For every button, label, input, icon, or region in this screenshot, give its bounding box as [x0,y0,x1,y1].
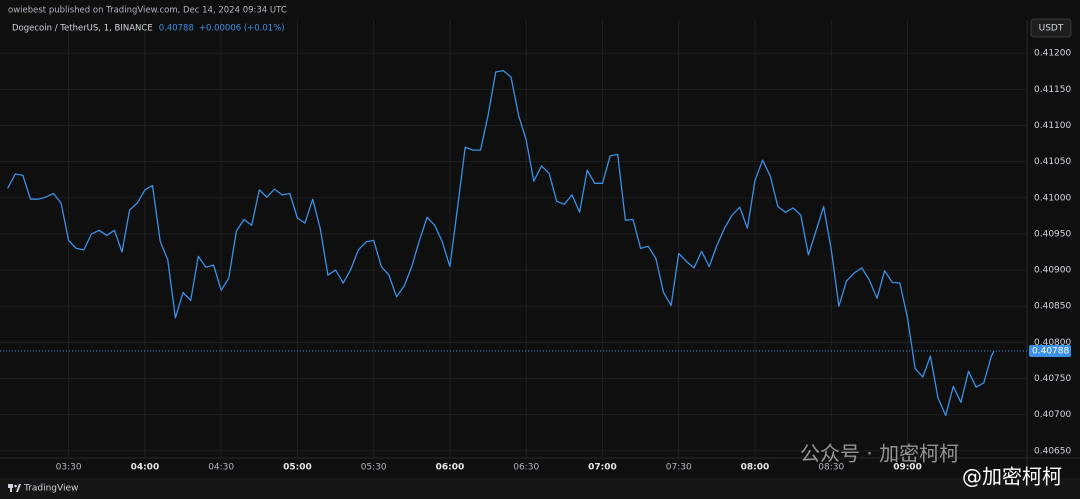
marks [0,69,1027,417]
currency-box[interactable] [1030,18,1072,38]
y-tick-label: 0.40800 [1034,338,1071,348]
x-tick-label: 08:30 [818,463,844,473]
y-tick-label: 0.40900 [1034,266,1071,276]
last-price: 0.40788 [159,24,194,34]
chart-title: Dogecoin / TetherUS, 1, BINANCE [12,24,153,34]
y-tick-label: 0.41050 [1034,157,1071,167]
price-line [7,69,995,417]
last-price-box [1029,345,1071,358]
price-change: +0.00006 (+0.01%) [199,24,285,34]
y-tick-label: 0.41100 [1034,121,1071,131]
x-tick-label: 06:00 [436,463,465,473]
watermark-handle: @加密柯柯 [962,465,1062,489]
last-price-label: 0.40788 [1032,347,1069,357]
y-tick-label: 0.41150 [1034,85,1071,95]
published-note: owiebest published on TradingView.com, D… [8,6,287,16]
x-tick-label: 05:30 [361,463,387,473]
x-tick-label: 05:00 [283,463,312,473]
currency[interactable]: USDT [1039,24,1064,34]
y-tick-label: 0.40850 [1034,302,1071,312]
y-tick-label: 0.41000 [1034,193,1071,203]
x-tick-label: 06:30 [513,463,539,473]
x-tick-label: 07:30 [666,463,692,473]
tv-logo [8,484,21,492]
x-tick-label: 08:00 [741,463,770,473]
y-tick-label: 0.40700 [1034,410,1071,420]
x-tick-label: 04:30 [208,463,234,473]
y-tick-label: 0.40650 [1034,446,1071,456]
y-tick-label: 0.40950 [1034,229,1071,239]
y-tick-label: 0.40750 [1034,374,1071,384]
x-tick-label: 04:00 [131,463,160,473]
footer-brand: TradingView [23,484,78,494]
y-tick-label: 0.41200 [1034,49,1071,59]
footer-bar [0,478,1080,499]
x-tick-label: 07:00 [588,463,617,473]
x-tick-label: 03:30 [56,463,82,473]
watermark: 公众号 · 加密柯柯 [800,442,959,466]
x-tick-label: 09:00 [893,463,922,473]
